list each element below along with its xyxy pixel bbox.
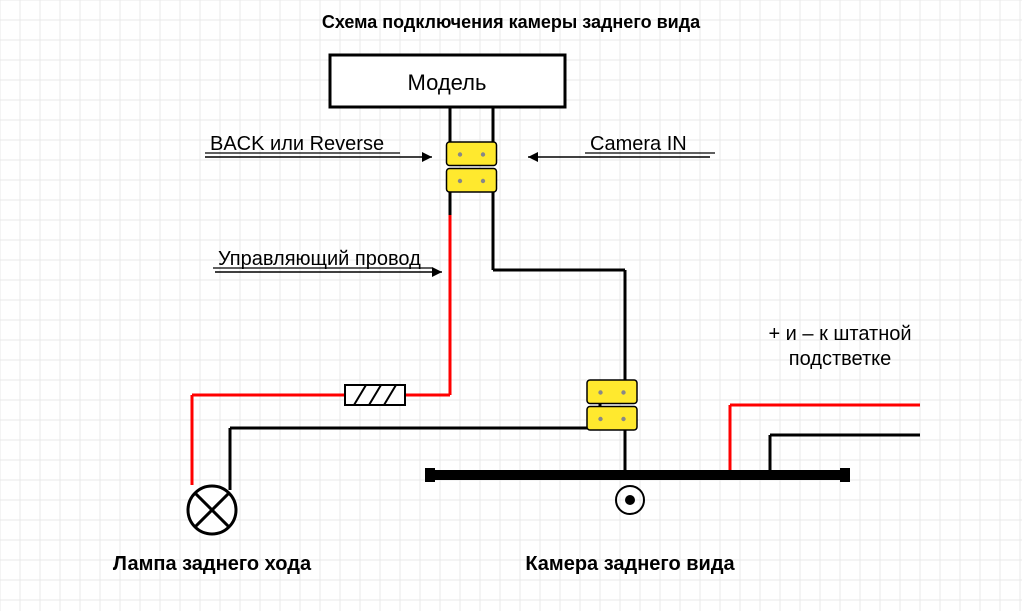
wiring-diagram-svg: Модель BACK или Reverse Camera IN Управляющ… (0, 0, 1022, 611)
svg-text:подстветке: подстветке (789, 348, 891, 370)
svg-text:Лампа заднего хода: Лампа заднего хода (113, 553, 312, 575)
svg-text:+ и – к штатной: + и – к штатной (768, 323, 911, 345)
svg-text:Камера заднего вида: Камера заднего вида (525, 553, 735, 575)
svg-text:Управляющий провод: Управляющий провод (218, 248, 421, 270)
svg-text:Модель: Модель (408, 70, 487, 95)
svg-text:Camera IN: Camera IN (590, 133, 687, 155)
svg-text:Схема подключения камеры задне: Схема подключения камеры заднего вида (322, 12, 701, 32)
svg-text:BACK или Reverse: BACK или Reverse (210, 133, 384, 155)
diagram-canvas: Модель BACK или Reverse Camera IN Управляющ… (0, 0, 1022, 611)
